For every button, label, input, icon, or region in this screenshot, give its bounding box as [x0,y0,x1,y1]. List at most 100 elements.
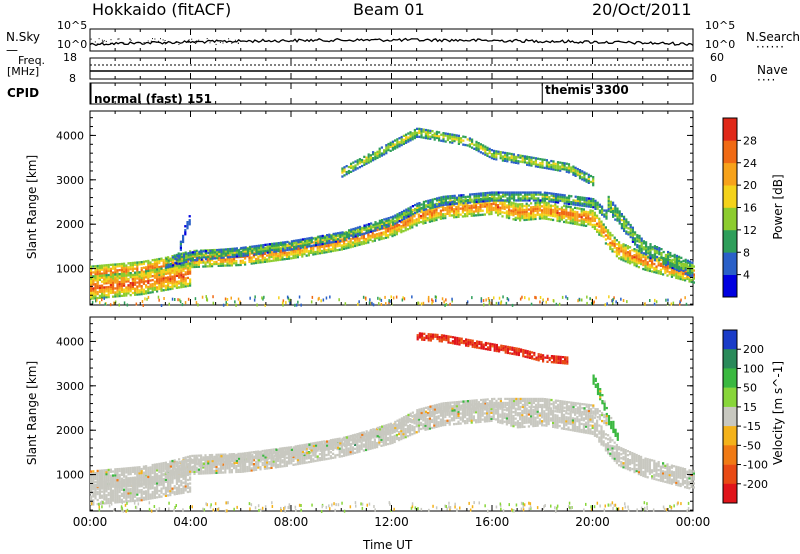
velocity-cell [217,469,220,472]
power-cell [420,210,423,214]
power-cell [532,193,535,196]
power-cell [334,247,337,250]
power-cell [677,277,680,280]
power-cell [678,267,681,270]
power-cell [206,265,209,268]
power-cell [651,256,654,259]
power-cell [316,252,319,255]
power-cell [403,209,406,212]
power-cell [206,249,209,252]
power-cell [618,241,621,244]
power-ground-scatter [427,299,430,303]
power-cell [142,280,145,283]
power-cell [552,160,555,163]
power-cell [96,264,99,268]
power-cell [140,267,143,270]
power-cell [497,199,500,202]
power-cell [228,258,231,261]
power-cell [625,220,628,223]
velocity-cell [211,471,214,475]
power-ground-scatter [590,302,593,305]
velocity-cell [92,472,95,475]
power-cell [477,210,480,213]
power-cell [668,267,671,270]
power-ground-scatter [679,300,681,304]
power-cell [581,178,584,181]
power-cell [530,195,533,198]
velocity-cell [151,469,154,473]
power-cell [470,214,473,217]
power-cell [153,286,156,289]
power-ground-scatter [325,296,328,300]
power-cell [94,283,97,286]
noise-scatter-point [132,43,134,45]
power-cell [609,200,612,203]
power-cell [673,253,676,257]
power-ground-scatter [253,298,256,302]
power-cell [406,218,409,221]
power-cell [145,292,148,295]
power-cell [477,148,480,151]
power-cell [565,207,568,210]
power-cell [385,219,388,222]
power-cell [686,261,689,264]
power-cell [527,204,530,207]
power-cell [299,244,302,247]
power-cell [424,136,427,140]
power-cell [175,268,178,272]
power-cell [492,206,495,210]
power-cell [208,263,211,266]
power-cell [429,137,432,140]
power-cell [109,273,112,276]
power-cell [98,296,101,299]
power-ground-scatter [684,296,686,300]
power-cell [209,251,212,254]
power-cell [211,253,214,256]
power-cell [207,255,210,259]
power-cell [416,208,419,211]
power-cell [438,196,441,199]
power-cell [593,223,596,226]
power-ground-scatter [565,295,567,299]
power-cell [416,131,419,134]
power-cell [162,281,165,284]
power-cell [182,236,185,240]
power-cell [197,263,200,266]
power-cell [590,205,593,208]
power-cell [532,197,535,200]
power-cell [565,219,568,222]
power-cell [138,277,141,280]
power-cell [222,256,225,259]
power-cell [561,193,564,197]
power-cell [318,248,321,251]
power-cell [184,225,187,228]
power-cell [623,225,626,228]
velocity-cell [237,452,240,456]
power-cell [367,225,370,228]
velocity-cell [217,467,220,470]
power-cell [605,213,608,216]
power-cell [365,227,368,231]
power-cell [213,253,216,256]
power-cell [525,204,528,207]
power-cell [172,260,175,263]
power-cell [482,194,485,197]
power-cell [211,255,214,258]
power-cell [149,273,152,276]
power-cell [530,212,533,215]
power-cell [466,203,469,206]
power-cell [623,229,626,232]
power-cell [568,194,571,198]
noise-scatter-point [158,40,160,42]
power-cell [186,268,189,272]
power-cell [449,203,452,206]
power-ground-scatter [586,301,588,305]
velocity-cell [244,462,247,465]
power-cell [519,205,522,208]
power-cell [127,288,130,291]
power-cell [462,200,465,203]
power-cell [292,256,295,260]
power-ground-scatter [558,302,561,306]
power-cell [510,195,513,198]
power-cell [194,253,197,256]
